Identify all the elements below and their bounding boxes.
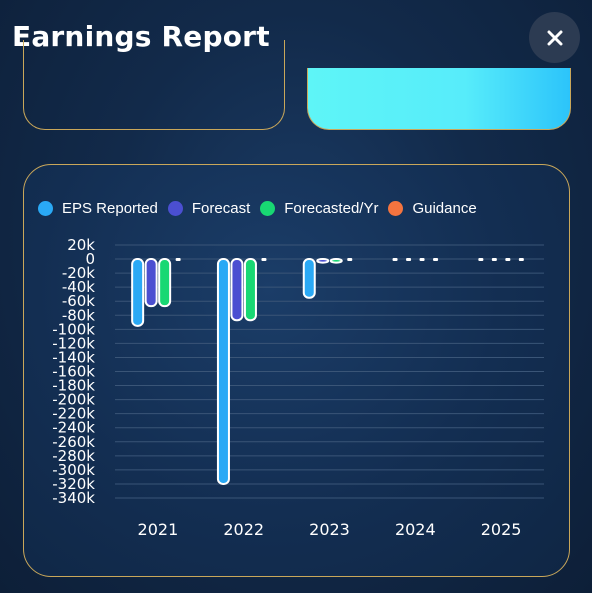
legend-item-forecasted-yr[interactable]: Forecasted/Yr: [260, 200, 378, 217]
legend-item-forecast[interactable]: Forecast: [167, 200, 251, 217]
legend-label: EPS Reported: [62, 200, 158, 217]
y-tick-label: -260k: [52, 433, 95, 451]
bar-zero-marker[interactable]: [406, 258, 412, 262]
legend-dot-forecasted-yr: [260, 201, 276, 216]
y-tick-label: -20k: [62, 264, 95, 282]
bar-zero-marker[interactable]: [261, 258, 267, 262]
page-title: Earnings Report: [12, 20, 270, 53]
legend-item-guidance[interactable]: Guidance: [388, 200, 477, 217]
y-tick-label: -40k: [62, 278, 95, 296]
legend-item-eps-reported[interactable]: EPS Reported: [38, 200, 158, 217]
bar-zero-marker[interactable]: [347, 258, 353, 262]
close-icon: [547, 30, 562, 45]
legend-dot-eps-reported: [38, 201, 53, 216]
bar-zero-marker[interactable]: [518, 258, 524, 262]
x-tick-label: 2021: [138, 520, 179, 539]
y-tick-label: -200k: [52, 391, 95, 409]
legend-label: Forecast: [191, 200, 251, 217]
bar-zero-marker[interactable]: [175, 258, 181, 262]
summary-card-right: [307, 68, 571, 130]
bar-zero-marker[interactable]: [491, 258, 497, 262]
legend-label: Forecasted/Yr: [284, 200, 379, 217]
bar-zero-marker[interactable]: [419, 258, 425, 262]
bar-zero-marker[interactable]: [392, 258, 398, 262]
bar-zero-marker[interactable]: [505, 258, 511, 262]
bar-forecast[interactable]: [316, 258, 330, 264]
bar-eps-reported[interactable]: [302, 258, 316, 299]
bar-forecast[interactable]: [230, 258, 244, 322]
y-tick-label: -60k: [62, 292, 95, 310]
x-tick-label: 2023: [309, 520, 350, 539]
y-tick-label: -240k: [52, 419, 95, 437]
legend-dot-guidance: [388, 201, 404, 216]
x-tick-label: 2025: [481, 520, 522, 539]
y-tick-label: -300k: [52, 461, 95, 479]
chart-legend: EPS Reported Forecast Forecasted/Yr Guid…: [38, 200, 487, 217]
y-tick-label: -120k: [52, 334, 95, 352]
y-tick-label: 20k: [67, 236, 95, 254]
legend-dot-forecast: [167, 201, 183, 216]
y-tick-label: -280k: [52, 447, 95, 465]
x-tick-label: 2022: [223, 520, 264, 539]
close-button[interactable]: [529, 12, 580, 63]
y-tick-label: -340k: [52, 489, 95, 507]
bar-forecasted-yr[interactable]: [329, 258, 343, 264]
summary-card-left: [23, 40, 285, 130]
bar-eps-reported[interactable]: [131, 258, 145, 327]
legend-label: Guidance: [412, 200, 477, 217]
bar-zero-marker[interactable]: [478, 258, 484, 262]
y-tick-label: 0: [85, 250, 95, 268]
y-tick-label: -140k: [52, 348, 95, 366]
y-tick-label: -320k: [52, 475, 95, 493]
x-tick-label: 2024: [395, 520, 436, 539]
y-tick-label: -220k: [52, 405, 95, 423]
bar-eps-reported[interactable]: [216, 258, 230, 485]
bar-forecasted-yr[interactable]: [158, 258, 172, 308]
chart-card: [23, 164, 570, 577]
bar-forecasted-yr[interactable]: [243, 258, 257, 322]
y-tick-label: -100k: [52, 320, 95, 338]
y-tick-label: -160k: [52, 363, 95, 381]
bar-forecast[interactable]: [144, 258, 158, 308]
y-tick-label: -180k: [52, 377, 95, 395]
y-tick-label: -80k: [62, 306, 95, 324]
bar-zero-marker[interactable]: [433, 258, 439, 262]
